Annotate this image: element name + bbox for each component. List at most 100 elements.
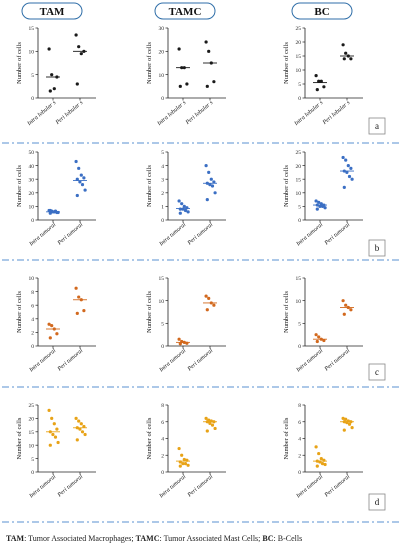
data-point xyxy=(79,173,83,177)
y-axis-label: Number of cells xyxy=(16,165,23,207)
data-point xyxy=(177,446,181,451)
data-point xyxy=(48,443,52,447)
data-point xyxy=(77,45,81,49)
y-tick-label: 20 xyxy=(159,50,165,56)
data-point xyxy=(74,286,78,290)
y-tick-label: 10 xyxy=(29,443,35,449)
data-point xyxy=(177,47,181,51)
data-point xyxy=(205,84,209,88)
y-tick-label: 2 xyxy=(161,191,164,197)
data-point xyxy=(79,422,83,426)
scatter-panel-b-bc: 0 5 10 15 20 25 Number of cells Intra tumoral Pe… xyxy=(283,150,363,248)
data-point xyxy=(53,435,58,439)
data-point xyxy=(204,164,208,168)
y-tick-label: 40 xyxy=(29,164,35,170)
y-axis-label: Number of cells xyxy=(146,417,153,459)
data-point xyxy=(347,174,352,179)
y-axis-label: Number of cells xyxy=(16,417,23,459)
data-point xyxy=(349,57,353,61)
y-axis-label: Number of cells xyxy=(283,417,290,459)
y-tick-label: 0 xyxy=(298,96,301,102)
y-tick-label: 20 xyxy=(29,191,35,197)
data-point xyxy=(83,432,87,437)
data-point xyxy=(344,303,348,307)
caption-tamc-text: : Tumor Associated Mast Cells; xyxy=(159,534,263,543)
x-category-label: Peri tumoral xyxy=(56,222,84,247)
data-point xyxy=(347,422,352,426)
data-point xyxy=(315,464,319,468)
data-point xyxy=(210,423,215,427)
scatter-panel-c-tamc: 0 5 10 15 Number of cells Intra tumoral Peri t… xyxy=(146,276,226,374)
data-point xyxy=(75,311,79,315)
data-point xyxy=(178,464,182,468)
y-tick-label: 20 xyxy=(296,164,302,170)
y-tick-label: 4 xyxy=(161,164,164,170)
y-tick-label: 15 xyxy=(296,54,302,60)
data-point xyxy=(322,338,326,343)
scatter-panel-a-bc: 0 5 10 15 20 25 Number of cells Intra lobular s… xyxy=(283,26,363,128)
data-point xyxy=(205,429,209,433)
y-tick-label: 8 xyxy=(31,290,34,296)
y-tick-label: 10 xyxy=(159,73,165,79)
y-tick-label: 4 xyxy=(298,437,301,443)
data-point xyxy=(79,52,83,56)
data-point xyxy=(48,208,52,213)
data-point xyxy=(212,80,216,84)
data-point xyxy=(204,294,208,298)
data-point xyxy=(341,416,345,420)
y-tick-label: 15 xyxy=(296,276,302,282)
y-tick-label: 10 xyxy=(159,299,165,305)
x-category-label: Intra tumoral xyxy=(295,222,325,248)
y-tick-label: 0 xyxy=(298,344,301,350)
y-tick-label: 15 xyxy=(29,430,35,436)
data-point xyxy=(317,79,321,83)
x-category-label: Peri tumoral xyxy=(186,222,214,247)
data-point xyxy=(47,408,51,412)
y-tick-label: 0 xyxy=(31,218,34,224)
x-category-label: Peri tumoral xyxy=(323,348,351,373)
caption-tam-abbr: TAM xyxy=(6,534,25,543)
data-point xyxy=(75,193,79,198)
y-tick-label: 30 xyxy=(159,26,165,32)
x-category-label: Peri tumoral xyxy=(186,474,214,499)
y-tick-label: 0 xyxy=(161,344,164,350)
y-tick-label: 0 xyxy=(298,218,301,224)
panel-letter-box xyxy=(368,117,386,135)
data-point xyxy=(180,453,184,457)
data-point xyxy=(205,198,209,202)
y-tick-label: 5 xyxy=(161,150,164,156)
y-tick-label: 25 xyxy=(296,150,302,156)
data-point xyxy=(204,40,208,44)
data-point xyxy=(315,207,319,211)
y-tick-label: 8 xyxy=(161,403,164,409)
data-point xyxy=(350,426,354,430)
x-category-label: Intra lobular s xyxy=(156,100,188,128)
y-tick-label: 0 xyxy=(161,470,164,476)
data-point xyxy=(323,206,327,210)
scatter-panel-d-tamc: 0 2 4 6 8 Number of cells Intra tumoral Peri tu… xyxy=(146,403,226,500)
data-point xyxy=(82,176,86,180)
panel-letter-d: d xyxy=(375,497,380,507)
y-tick-label: 2 xyxy=(31,331,34,337)
x-category-label: Intra tumoral xyxy=(158,348,188,374)
data-point xyxy=(205,308,209,312)
data-point xyxy=(349,308,353,312)
panel-letter-c: c xyxy=(375,367,379,377)
data-point xyxy=(82,309,86,313)
data-point xyxy=(322,85,326,89)
scatter-panel-c-tam: 0 2 4 6 8 10 Number of cells Intra tumoral Peri … xyxy=(16,276,96,374)
y-tick-label: 6 xyxy=(161,420,164,426)
column-header-box xyxy=(291,2,353,20)
data-point xyxy=(341,43,345,47)
y-tick-label: 4 xyxy=(31,317,34,323)
data-point xyxy=(185,82,189,86)
x-category-label: Intra lobular s xyxy=(293,100,325,128)
data-point xyxy=(75,438,79,442)
x-category-label: Intra tumoral xyxy=(158,222,188,248)
data-point xyxy=(80,183,85,187)
data-point xyxy=(83,188,87,192)
data-point xyxy=(207,170,211,174)
y-tick-label: 3 xyxy=(161,177,164,183)
x-category-label: Intra tumoral xyxy=(28,474,58,500)
x-category-label: Intra tumoral xyxy=(295,474,325,500)
